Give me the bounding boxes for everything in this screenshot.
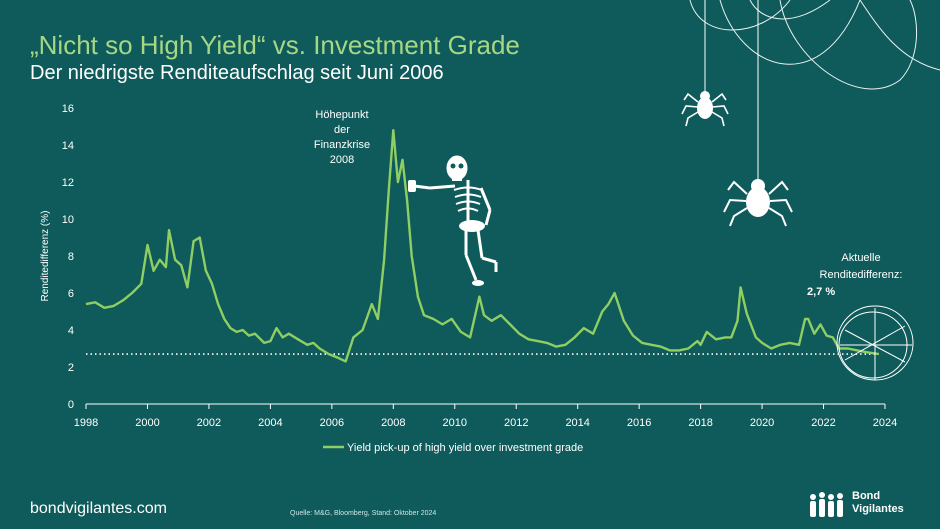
footer-site[interactable]: bondvigilantes.com [30,500,167,517]
annotation-current-value: 2,7 % [807,286,836,298]
x-tick-label: 2014 [565,417,589,429]
brand-name: Bond Vigilantes [852,490,904,516]
annotation-crisis-line: der [334,124,350,136]
spider-web-icon [836,305,914,381]
x-tick-label: 2004 [258,417,282,429]
y-axis: 0 2 4 6 8 10 12 14 16 [62,103,74,411]
annotation-crisis-line: Finanzkrise [313,139,371,151]
y-tick-label: 6 [68,288,74,300]
annotation-crisis-line: Höhepunkt [315,109,369,121]
y-tick-label: 8 [68,251,74,263]
x-tick-label: 2006 [320,417,344,429]
spider-icon [681,0,729,127]
annotation-current-line: Aktuelle [841,252,881,264]
legend-label: Yield pick-up of high yield over investm… [347,442,583,454]
x-tick-label: 2012 [504,417,528,429]
x-tick-label: 2002 [197,417,221,429]
y-tick-label: 12 [62,177,74,189]
chart-title: „Nicht so High Yield“ vs. Investment Gra… [30,30,520,60]
y-tick-label: 0 [68,399,74,411]
y-axis-label: Renditedifferenz (%) [40,211,51,302]
x-tick-label: 2010 [443,417,467,429]
series-line-yield-pickup [85,129,880,363]
brand-line: Vigilantes [852,503,904,515]
x-tick-label: 2000 [135,417,159,429]
y-tick-label: 16 [62,103,74,115]
annotation-current: Aktuelle Renditedifferenz: 2,7 % [805,250,917,301]
y-tick-label: 14 [62,140,74,152]
x-tick-label: 2018 [688,417,712,429]
x-tick-label: 2022 [811,417,835,429]
annotation-current-line: Renditedifferenz: [819,269,903,281]
chart-subtitle: Der niedrigste Renditeaufschlag seit Jun… [30,62,444,84]
x-tick-label: 2008 [381,417,405,429]
x-tick-label: 2024 [873,417,897,429]
x-tick-label: 1998 [74,417,98,429]
y-tick-label: 2 [68,362,74,374]
x-axis: 1998 2000 2002 2004 2006 2008 2010 2012 2014 2016… [74,403,897,429]
spider-web-icon [689,0,940,90]
skeleton-icon [408,155,498,286]
annotation-crisis-line: 2008 [329,154,355,166]
brand-logo-icon [810,492,843,517]
y-tick-label: 4 [68,325,74,337]
y-tick-label: 10 [62,214,74,226]
source-note: Quelle: M&G, Bloomberg, Stand: Oktober 2… [290,510,437,517]
annotation-crisis: Höhepunkt der Finanzkrise 2008 [305,108,379,168]
x-tick-label: 2016 [627,417,651,429]
x-tick-label: 2020 [750,417,774,429]
spider-icon [723,0,793,227]
brand-line: Bond [852,490,881,502]
